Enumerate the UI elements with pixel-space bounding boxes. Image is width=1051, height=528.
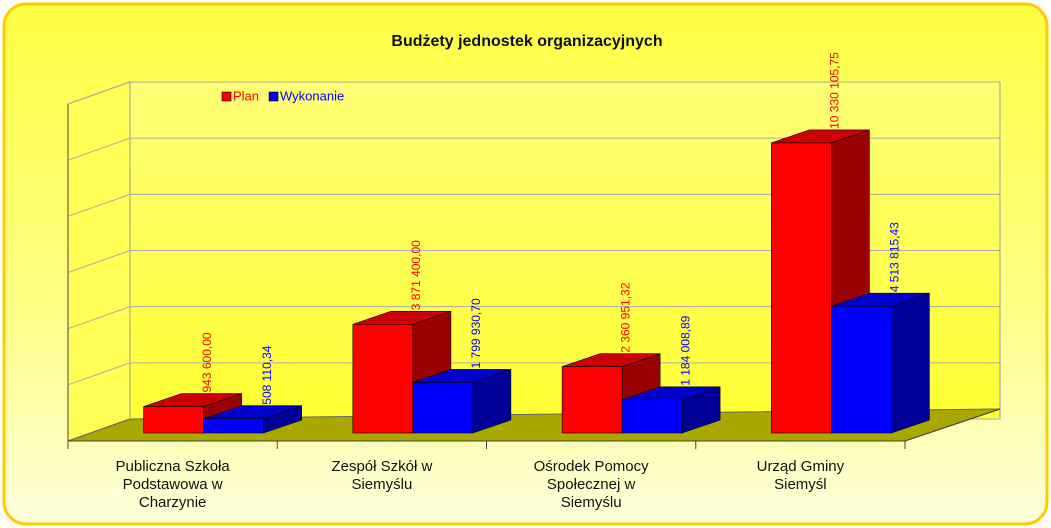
grid-line: [67, 306, 131, 330]
x-tick-label: Publiczna Szkoła: [116, 458, 231, 475]
x-tick-label: Urząd Gminy: [757, 458, 845, 475]
x-tick-label: Charzynie: [139, 494, 207, 511]
data-label: 3 871 400,00: [409, 240, 423, 310]
x-tick-label: Ośrodek Pomocy: [534, 458, 650, 475]
data-label: 1 799 930,70: [469, 298, 483, 368]
x-tick-label: Społecznej w: [547, 476, 636, 493]
bar: [621, 399, 683, 434]
data-label: 4 513 815,43: [888, 222, 902, 292]
data-label: 508 110,34: [260, 345, 274, 404]
grid-line: [67, 362, 131, 386]
bar-side: [891, 292, 930, 434]
x-tick-label: Podstawowa w: [123, 476, 223, 493]
data-label: 1 184 008,89: [678, 315, 692, 385]
data-label: 2 360 951,32: [618, 282, 632, 352]
bar: [143, 406, 204, 434]
bar: [412, 382, 474, 434]
bar: [561, 366, 623, 434]
chart-title: Budżety jednostek organizacyjnych: [391, 33, 662, 50]
data-label: 943 600,00: [200, 332, 214, 392]
grid-line: [67, 137, 131, 161]
x-tick-label: Zespół Szkół w: [331, 458, 432, 475]
legend-swatch: [221, 91, 232, 102]
x-tick-label: Siemyślu: [351, 476, 412, 493]
x-tick-label: Siemyślu: [561, 494, 622, 511]
grid-line: [67, 81, 131, 105]
legend-swatch: [268, 91, 279, 102]
legend-label: Plan: [233, 88, 259, 103]
x-tick-label: Siemyśl: [774, 476, 827, 493]
legend-label: Wykonanie: [280, 88, 344, 103]
bar: [831, 305, 892, 434]
data-label: 10 330 105,75: [828, 52, 842, 129]
bar: [771, 142, 832, 434]
bar: [352, 323, 414, 434]
grid-line: [67, 193, 131, 217]
x-axis: [904, 408, 1001, 442]
bar: [203, 418, 264, 434]
grid-line: [67, 250, 131, 273]
